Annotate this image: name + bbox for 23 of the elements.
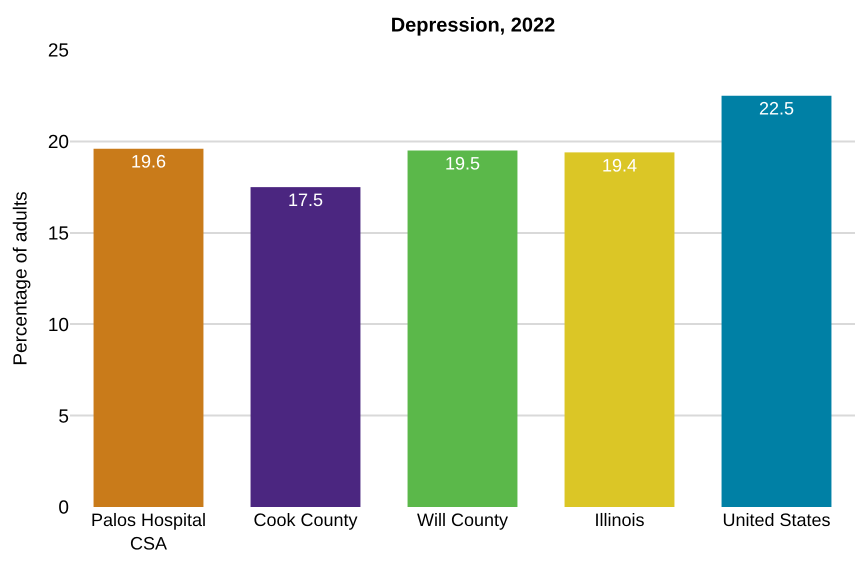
data-label: 19.4 bbox=[602, 155, 638, 176]
bar bbox=[250, 187, 360, 507]
y-tick-label: 20 bbox=[48, 132, 69, 154]
y-tick-label: 15 bbox=[48, 223, 69, 244]
x-tick-label: Cook County bbox=[253, 510, 358, 530]
data-label: 19.6 bbox=[130, 152, 166, 172]
data-label: 19.5 bbox=[444, 154, 480, 174]
bar bbox=[94, 148, 204, 507]
y-axis-title: Percentage of adults bbox=[10, 191, 32, 366]
bar bbox=[722, 96, 832, 507]
bar bbox=[408, 150, 518, 507]
bar bbox=[564, 152, 674, 507]
x-tick-label: Palos Hospital CSA bbox=[90, 510, 206, 554]
x-tick-label: Illinois bbox=[594, 510, 645, 530]
y-tick-label: 25 bbox=[48, 40, 69, 62]
y-tick-label: 5 bbox=[58, 406, 69, 428]
y-tick-label: 0 bbox=[58, 498, 69, 519]
y-tick-label: 10 bbox=[48, 314, 69, 336]
data-label: 17.5 bbox=[288, 190, 324, 210]
x-tick-label: Will County bbox=[416, 510, 508, 530]
data-label: 22.5 bbox=[758, 98, 794, 119]
x-tick-label: United States bbox=[722, 510, 831, 530]
chart-title: Depression, 2022 bbox=[390, 14, 556, 36]
